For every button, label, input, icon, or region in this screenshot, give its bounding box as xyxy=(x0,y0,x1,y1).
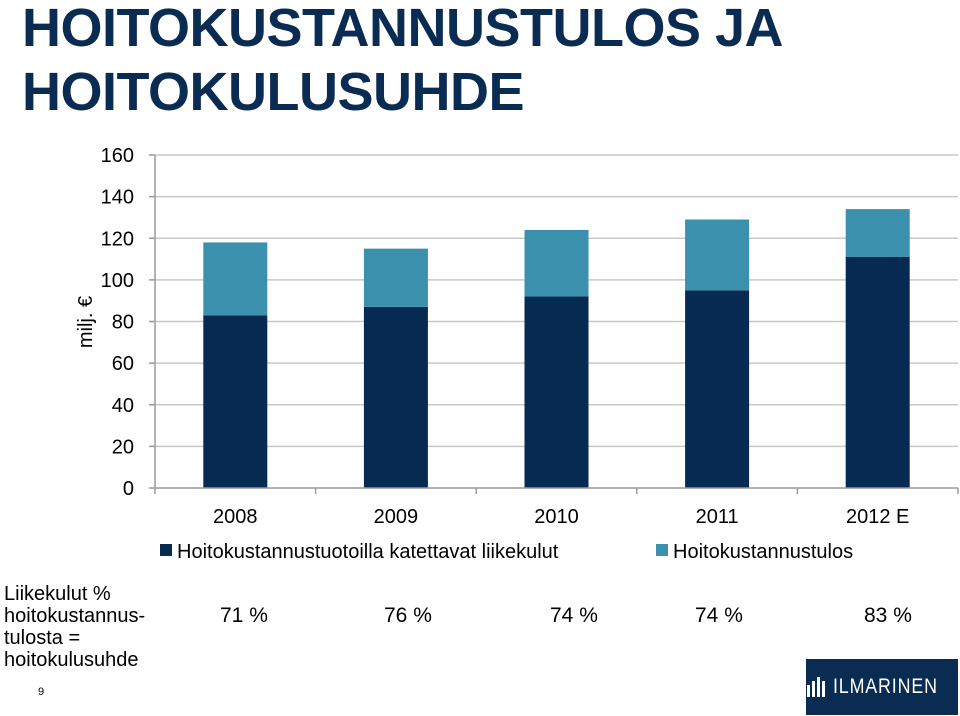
y-tick-label: 160 xyxy=(101,145,134,167)
y-tick-label: 140 xyxy=(101,187,134,209)
bar-liikekulut-2010 xyxy=(524,296,589,488)
title-line-1: HOITOKUSTANNUSTULOS JA xyxy=(22,0,784,58)
ratio-label-line-4: hoitokulusuhde xyxy=(4,649,139,671)
bar-liikekulut-2011 xyxy=(685,290,750,488)
y-tick-label: 60 xyxy=(112,353,134,375)
y-tick-label: 80 xyxy=(112,312,134,334)
y-tick-label: 20 xyxy=(112,436,134,458)
title-line-2: HOITOKULUSUHDE xyxy=(22,62,525,122)
ratio-label-line-3: tulosta = xyxy=(4,627,81,649)
x-tick-label: 2011 xyxy=(696,506,739,528)
ratio-value-2009: 76 % xyxy=(384,604,432,627)
bar-hoitokustannustulos-2010 xyxy=(524,229,589,297)
ratio-label-line-1: Liikekulut % xyxy=(4,583,111,605)
legend-swatch-1 xyxy=(160,544,172,556)
logo-text: ILMARINEN xyxy=(833,675,939,698)
x-tick-label: 2008 xyxy=(213,506,258,528)
y-axis-label: milj. € xyxy=(75,296,97,348)
ilmarinen-logo: ILMARINEN xyxy=(806,659,958,715)
ilmarinen-logo-icon xyxy=(807,677,826,697)
y-tick-label: 0 xyxy=(123,478,134,500)
bar-liikekulut-2008 xyxy=(203,315,268,488)
legend-swatch-2 xyxy=(656,544,668,556)
ratio-label-line-2: hoitokustannus- xyxy=(4,605,146,627)
legend-label-1: Hoitokustannustuotoilla katettavat liike… xyxy=(177,541,559,563)
slide-title: HOITOKUSTANNUSTULOS JA HOITOKULUSUHDE xyxy=(22,0,942,124)
ratio-value-2008: 71 % xyxy=(220,604,268,627)
x-tick-label: 2012 E xyxy=(846,506,909,528)
bar-hoitokustannustulos-2009 xyxy=(363,248,428,307)
x-tick-label: 2009 xyxy=(374,506,419,528)
stacked-bar-chart: 0 20 40 60 80 100 120 140 160 milj. € 2008 2009 2010… xyxy=(75,145,959,563)
legend-label-2: Hoitokustannustulos xyxy=(673,541,853,563)
bar-liikekulut-2009 xyxy=(363,306,428,488)
y-tick-label: 100 xyxy=(101,270,134,292)
bar-hoitokustannustulos-2008 xyxy=(203,242,268,316)
bar-hoitokustannustulos-2011 xyxy=(685,219,750,291)
bar-hoitokustannustulos-2012e xyxy=(845,209,910,257)
bar-liikekulut-2012e xyxy=(845,256,910,488)
y-tick-label: 40 xyxy=(112,395,134,417)
ratio-value-2012e: 83 % xyxy=(864,604,912,627)
x-tick-label: 2010 xyxy=(534,506,579,528)
page-number: 9 xyxy=(38,686,45,698)
ratio-row-label: Liikekulut % hoitokustannus- tulosta = h… xyxy=(4,583,169,671)
ratio-value-2010: 74 % xyxy=(550,604,598,627)
ratio-value-2011: 74 % xyxy=(695,604,743,627)
y-tick-label: 120 xyxy=(101,228,134,250)
